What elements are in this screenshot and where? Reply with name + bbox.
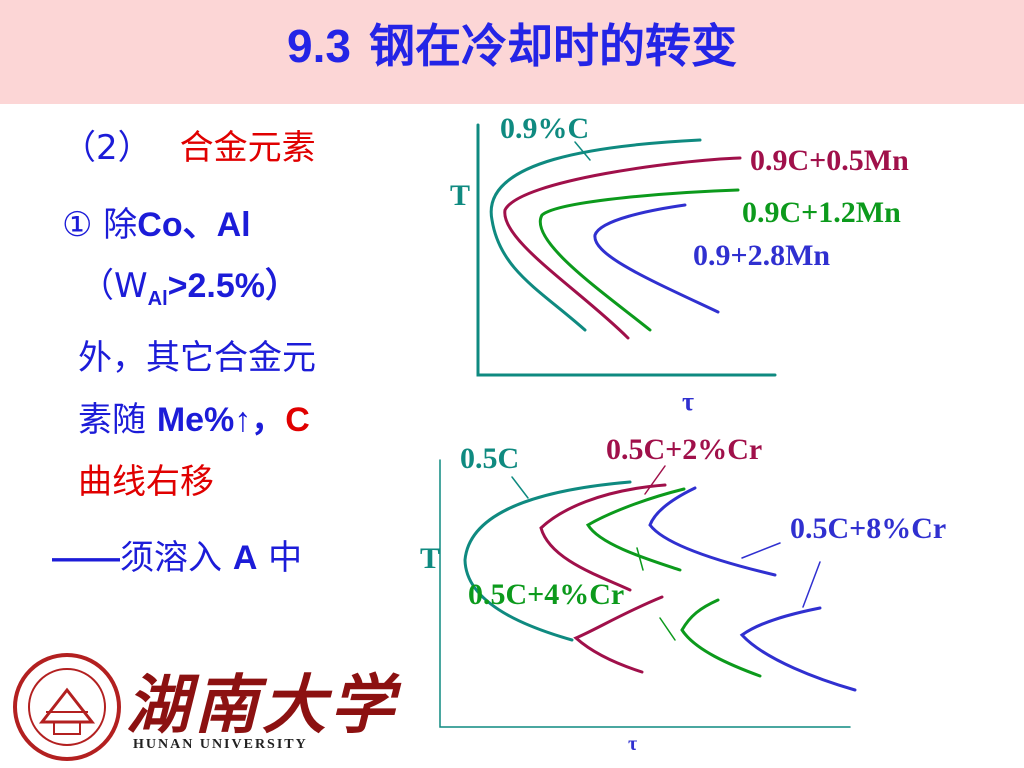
top-axes: [476, 123, 777, 377]
top-x-axis-label: τ: [682, 387, 694, 416]
bottom-curve-0-5c: [463, 480, 632, 642]
line1-prefix: ① 除: [62, 205, 138, 245]
title-text: 钢在冷却时的转变: [368, 19, 737, 73]
top-curve-0-9-2-8mn: [593, 203, 720, 314]
text-line-5: 曲线右移: [78, 462, 214, 502]
bottom-curve-0-5c-8cr: [648, 486, 857, 692]
top-label-3: 0.9+2.8Mn: [693, 239, 830, 272]
text-line-2: （WAl>2.5%）: [80, 258, 299, 311]
top-label-2: 0.9C+1.2Mn: [742, 196, 901, 229]
line6-text: 须溶入: [120, 538, 233, 578]
top-curve-0-9c-0-5mn: [503, 156, 742, 340]
item-heading: （2） 合金元素: [62, 120, 316, 169]
leader-8cr: [741, 542, 821, 608]
line6-dash: ——: [52, 539, 120, 577]
top-y-axis-label: T: [450, 179, 470, 212]
top-label-1: 0.9C+0.5Mn: [750, 144, 909, 177]
slide-title: 9.3 钢在冷却时的转变: [0, 10, 1024, 76]
text-line-1: ① 除Co、Al: [62, 197, 251, 246]
university-name-cn: 湖南大学: [126, 668, 398, 743]
text-line-6: ——须溶入 A 中: [52, 530, 302, 579]
line6-end: 中: [257, 538, 303, 578]
line2-subscript: Al: [147, 287, 168, 310]
text-line-4: 素随 Me%↑，C: [78, 392, 310, 441]
university-name-en: HUNAN UNIVERSITY: [133, 737, 308, 752]
item-number: （2）: [62, 128, 152, 168]
leader-4cr: [636, 547, 676, 641]
bottom-label-2: 0.5C+4%Cr: [468, 578, 624, 611]
leader-2cr: [644, 465, 666, 495]
item-title: 合金元素: [179, 128, 316, 168]
line1-elements: Co、Al: [137, 206, 251, 244]
line2-rest: >2.5%）: [167, 267, 299, 305]
leader-0-5c: [511, 476, 529, 499]
bottom-curve-0-5c-2cr: [539, 483, 667, 674]
line4-prefix: 素随: [78, 400, 157, 440]
section-number: 9.3: [287, 20, 351, 72]
bottom-axes: [439, 459, 851, 728]
line6-bold: A: [232, 539, 258, 577]
top-leader-line: [574, 141, 591, 161]
top-curve-0-9c: [489, 138, 702, 332]
line4-red: C: [285, 401, 310, 439]
bottom-label-1: 0.5C+2%Cr: [606, 433, 762, 466]
university-seal-icon: [13, 653, 121, 761]
text-line-3: 外，其它合金元: [78, 338, 316, 378]
bottom-curve-0-5c-4cr: [585, 487, 762, 678]
top-label-0: 0.9%C: [500, 112, 589, 145]
line2-open: （W: [80, 266, 148, 306]
bottom-y-axis-label: T: [420, 542, 440, 575]
bottom-label-0: 0.5C: [460, 442, 519, 475]
line4-bold: Me%↑，: [156, 401, 286, 439]
bottom-label-3: 0.5C+8%Cr: [790, 512, 946, 545]
title-banner: [0, 0, 1024, 104]
top-curve-0-9c-1-2mn: [538, 188, 740, 332]
bottom-x-axis-label: τ: [628, 733, 637, 755]
